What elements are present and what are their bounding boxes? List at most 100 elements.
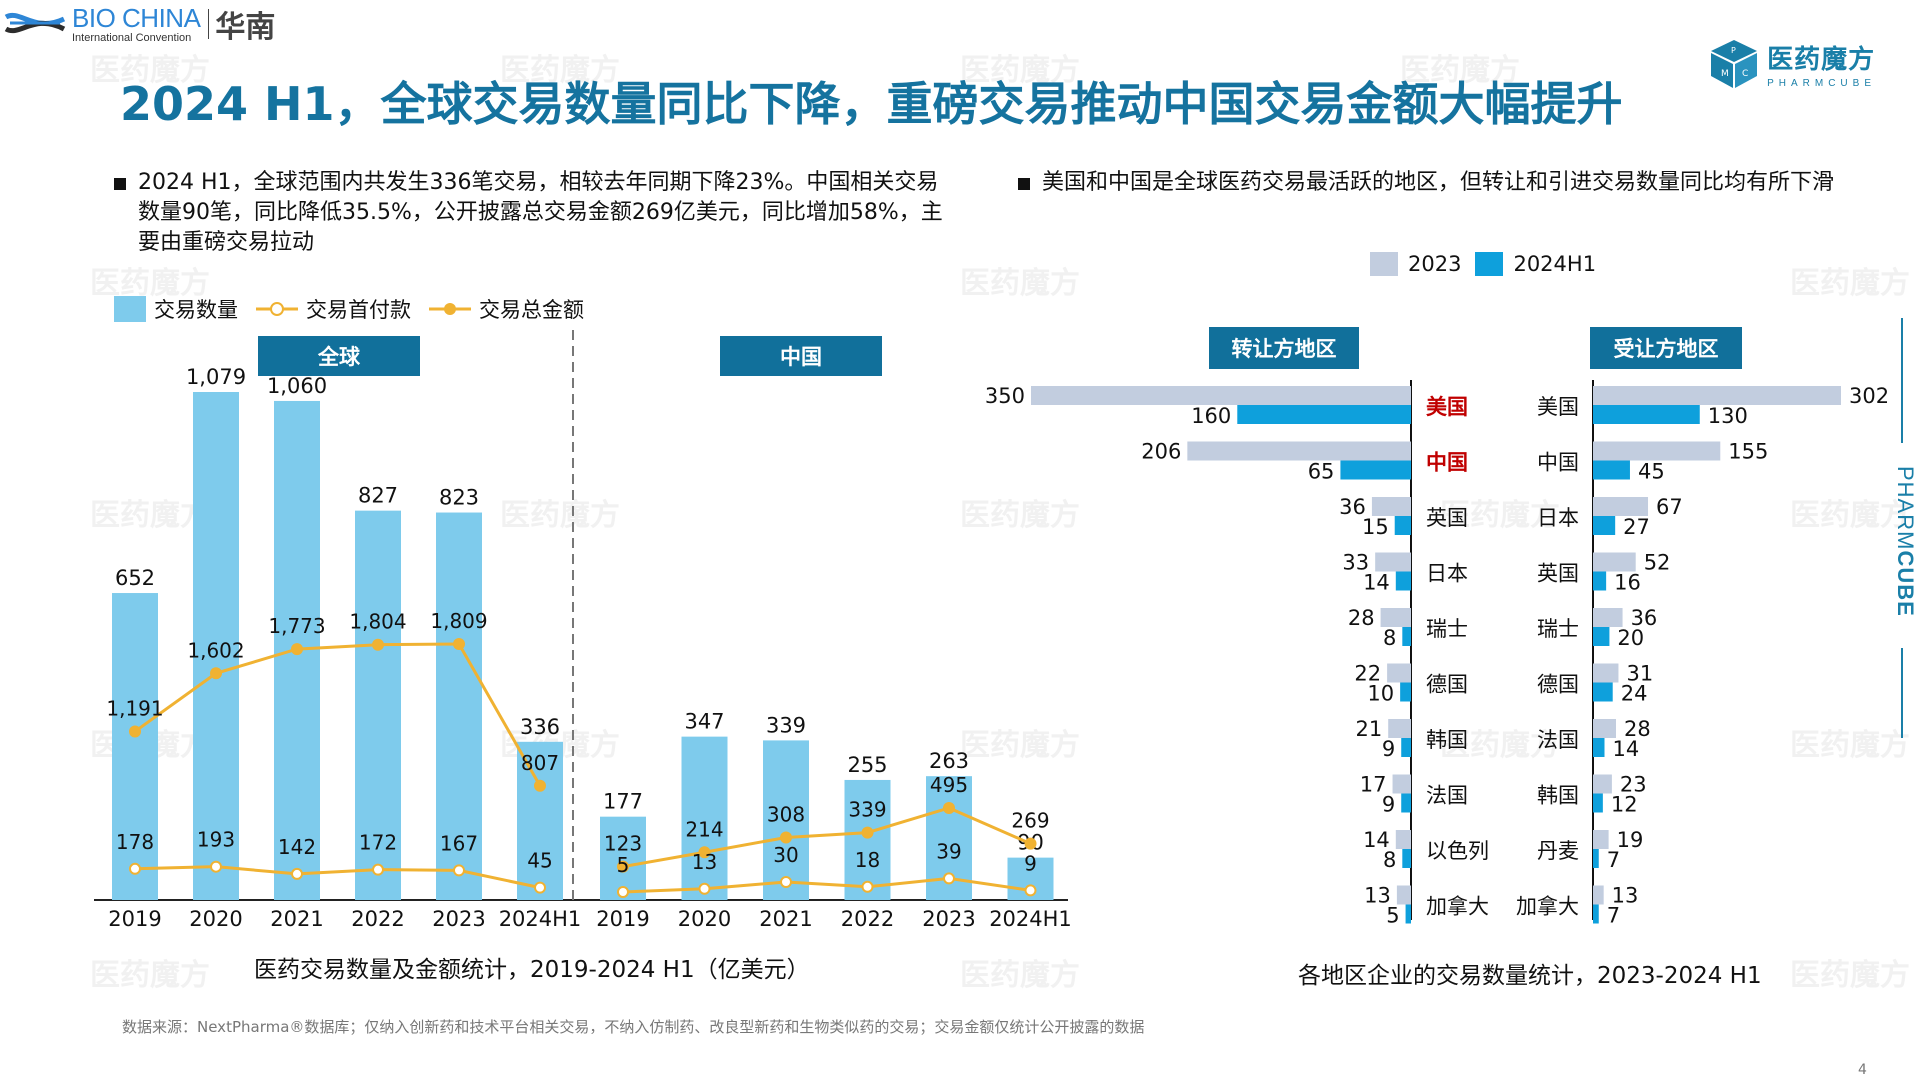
panel-header-box — [258, 336, 420, 376]
upfront-label: 13 — [692, 850, 717, 874]
point-total-amount — [1024, 837, 1037, 850]
bar-2023 — [1187, 441, 1411, 461]
x-tick-label: 2024H1 — [499, 907, 582, 931]
value-label-2023: 28 — [1624, 717, 1651, 741]
value-label-2024h1: 9 — [1382, 737, 1395, 761]
total-amount-label: 1,602 — [187, 638, 244, 662]
legend-item-2023: 2023 — [1370, 252, 1461, 276]
bar-2024h1 — [1340, 460, 1411, 480]
x-tick-label: 2024H1 — [989, 907, 1072, 931]
transferor-region-label: 英国 — [1426, 506, 1468, 530]
point-upfront — [291, 867, 303, 880]
pharmcube-cn-name: 医药魔方 — [1767, 45, 1876, 75]
bar-2024h1 — [1395, 571, 1411, 591]
legend-item-deal-count: 交易数量 — [114, 294, 238, 324]
acquirer-region-label: 法国 — [1537, 728, 1579, 752]
panel-header-box — [1590, 327, 1742, 369]
bar-deal-count — [436, 512, 482, 900]
bar-value-label: 347 — [684, 710, 724, 734]
point-upfront — [861, 880, 874, 893]
bar-2023 — [1593, 830, 1609, 849]
acquirer-region-label: 中国 — [1537, 451, 1579, 475]
point-upfront — [210, 860, 222, 873]
x-tick-label: 2021 — [270, 907, 323, 931]
bar-2024h1 — [1405, 904, 1411, 924]
left-summary-text: 2024 H1，全球范围内共发生336笔交易，相较去年同期下降23%。中国相关交… — [138, 170, 943, 255]
value-label-2023: 350 — [985, 384, 1025, 408]
bio-china-logo: BIO CHINA International Convention 华南 — [4, 2, 275, 46]
data-source-note: 数据来源：NextPharma®数据库；仅纳入创新药和技术平台相关交易，不纳入仿… — [122, 1018, 1145, 1036]
bar-value-label: 823 — [439, 486, 479, 510]
bar-2023 — [1392, 774, 1411, 794]
total-amount-label: 1,804 — [349, 610, 406, 634]
bio-china-region: 华南 — [215, 10, 276, 45]
bar-2024h1 — [1401, 793, 1411, 813]
hollow-dot-line-icon — [256, 302, 298, 316]
bar-2024h1 — [1593, 793, 1603, 813]
acquirer-region-label: 丹麦 — [1537, 839, 1579, 863]
bar-2024h1 — [1593, 627, 1610, 646]
point-total-amount — [291, 643, 303, 656]
bar-value-label: 255 — [847, 753, 887, 777]
bar-2023 — [1031, 386, 1411, 405]
bar-2024h1 — [1402, 627, 1411, 646]
upfront-label: 9 — [1024, 851, 1037, 875]
acquirer-region-label: 加拿大 — [1516, 895, 1579, 919]
value-label-2024h1: 15 — [1362, 515, 1389, 539]
point-upfront — [129, 862, 141, 875]
bar-2024h1 — [1593, 516, 1616, 535]
legend-item-upfront: 交易首付款 — [256, 294, 411, 324]
legend-label: 2023 — [1408, 252, 1462, 276]
value-label-2023: 22 — [1354, 662, 1381, 686]
bar-value-label: 1,060 — [267, 374, 327, 398]
value-label-2023: 52 — [1644, 551, 1671, 575]
point-total-amount — [534, 779, 546, 792]
x-tick-label: 2022 — [351, 907, 404, 931]
swatch-2024-icon — [1475, 252, 1504, 276]
bar-2024h1 — [1401, 738, 1411, 757]
right-summary-text: 美国和中国是全球医药交易最活跃的地区，但转让和引进交易数量同比均有所下滑 — [1042, 170, 1835, 195]
upfront-label: 178 — [116, 830, 154, 854]
transferor-region-label: 德国 — [1426, 673, 1468, 697]
x-tick-label: 2019 — [108, 907, 161, 931]
bio-china-subtitle: International Convention — [72, 31, 192, 44]
svg-text:P: P — [1731, 46, 1736, 55]
bar-value-label: 336 — [520, 715, 560, 739]
total-amount-label: 1,809 — [430, 609, 487, 633]
bar-2024h1 — [1593, 405, 1700, 424]
bar-value-label: 827 — [358, 484, 398, 508]
bar-deal-count — [844, 779, 891, 900]
point-total-amount — [698, 846, 711, 859]
value-label-2024h1: 14 — [1612, 737, 1639, 761]
filled-dot-line-icon — [429, 303, 471, 315]
panel-header-label: 受让方地区 — [1614, 337, 1719, 361]
total-amount-label: 339 — [848, 798, 886, 822]
value-label-2024h1: 12 — [1611, 793, 1638, 817]
bar-value-label: 1,079 — [186, 365, 246, 389]
acquirer-region-label: 德国 — [1537, 673, 1579, 697]
point-upfront — [943, 872, 955, 885]
value-label-2023: 206 — [1141, 440, 1181, 464]
bar-2024h1 — [1593, 682, 1613, 702]
logo-divider — [208, 9, 210, 39]
upfront-label: 142 — [278, 835, 316, 859]
value-label-2024h1: 65 — [1308, 460, 1335, 484]
bar-2023 — [1593, 719, 1616, 738]
value-label-2024h1: 16 — [1614, 571, 1641, 595]
bar-deal-count — [517, 741, 563, 900]
side-brand-line — [1901, 318, 1903, 443]
value-label-2023: 31 — [1626, 662, 1653, 686]
bullet-square-icon — [1018, 178, 1030, 190]
left-summary-bullet: 2024 H1，全球范围内共发生336笔交易，相较去年同期下降23%。中国相关交… — [114, 168, 944, 258]
bar-2023 — [1593, 441, 1721, 461]
upfront-label: 5 — [617, 853, 630, 877]
x-tick-label: 2023 — [432, 907, 485, 931]
bar-2024h1 — [1237, 405, 1411, 424]
bar-2024h1 — [1593, 571, 1607, 591]
side-brand: PHARMCUBE — [1892, 318, 1918, 738]
panel-header-label: 全球 — [317, 345, 361, 369]
pharmcube-logo: M C P 医药魔方 PHARMCUBE — [1709, 38, 1876, 90]
bullet-square-icon — [114, 178, 126, 190]
point-upfront — [698, 882, 711, 895]
